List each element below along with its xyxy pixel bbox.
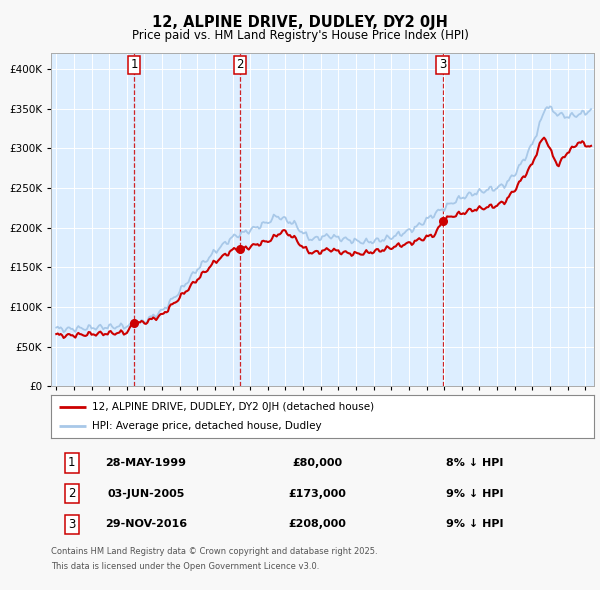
Text: 9% ↓ HPI: 9% ↓ HPI [446,519,503,529]
Text: £80,000: £80,000 [292,458,342,468]
Text: 1: 1 [68,457,76,470]
Text: 12, ALPINE DRIVE, DUDLEY, DY2 0JH (detached house): 12, ALPINE DRIVE, DUDLEY, DY2 0JH (detac… [92,402,374,412]
Text: Price paid vs. HM Land Registry's House Price Index (HPI): Price paid vs. HM Land Registry's House … [131,30,469,42]
Text: £208,000: £208,000 [288,519,346,529]
Text: 03-JUN-2005: 03-JUN-2005 [107,489,185,499]
Text: 29-NOV-2016: 29-NOV-2016 [105,519,187,529]
Text: £173,000: £173,000 [288,489,346,499]
Text: 2: 2 [236,58,244,71]
Text: HPI: Average price, detached house, Dudley: HPI: Average price, detached house, Dudl… [92,421,322,431]
Text: 3: 3 [68,518,76,531]
Text: 8% ↓ HPI: 8% ↓ HPI [446,458,503,468]
Text: This data is licensed under the Open Government Licence v3.0.: This data is licensed under the Open Gov… [51,562,319,571]
Text: 28-MAY-1999: 28-MAY-1999 [106,458,187,468]
Text: Contains HM Land Registry data © Crown copyright and database right 2025.: Contains HM Land Registry data © Crown c… [51,547,377,556]
Text: 12, ALPINE DRIVE, DUDLEY, DY2 0JH: 12, ALPINE DRIVE, DUDLEY, DY2 0JH [152,15,448,30]
Text: 2: 2 [68,487,76,500]
Text: 9% ↓ HPI: 9% ↓ HPI [446,489,503,499]
Text: 1: 1 [130,58,138,71]
Text: 3: 3 [439,58,446,71]
